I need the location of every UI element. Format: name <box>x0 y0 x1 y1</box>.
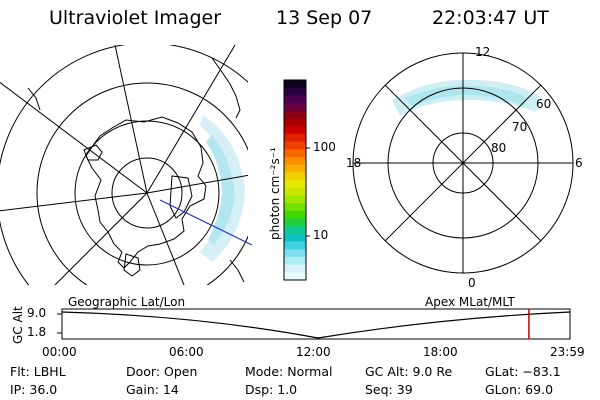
coastline-detail <box>83 144 103 161</box>
meridian-line <box>146 174 248 194</box>
meridian-line <box>146 192 185 285</box>
y-tick-label-high: 9.0 <box>27 306 47 320</box>
timeline-frame <box>61 308 571 340</box>
landmass-outline <box>229 259 245 283</box>
colorbar-stripe <box>284 87 306 96</box>
mlt-label-6: 6 <box>575 156 583 170</box>
landmass-outline <box>27 87 41 111</box>
colorbar-stripe <box>284 218 306 227</box>
x-tick-1800: 18:00 <box>423 345 458 359</box>
colorbar-stripe <box>284 126 306 135</box>
colorbar-stripe <box>284 272 306 281</box>
mlt-label-12: 12 <box>475 45 491 59</box>
seq-status: Seq: 39 <box>365 382 413 397</box>
colorbar-stripe <box>284 95 306 104</box>
meridian-line <box>0 81 148 194</box>
mlat-label-60: 60 <box>536 97 552 111</box>
ip-status: IP: 36.0 <box>10 382 58 397</box>
colorbar-stripe <box>284 118 306 127</box>
mlat-label-70: 70 <box>512 120 528 134</box>
coastline-detail <box>123 253 141 277</box>
altitude-curve <box>61 311 571 339</box>
gc-alt-status: GC Alt: 9.0 Re <box>365 364 453 379</box>
mlt-diagonal <box>384 84 542 242</box>
dsp-status: Dsp: 1.0 <box>245 382 298 397</box>
time-label: 22:03:47 UT <box>432 7 549 29</box>
colorbar-stripe <box>284 164 306 173</box>
colorbar-stripe <box>284 156 306 166</box>
antarctica-coastline <box>85 116 207 269</box>
colorbar-stripe <box>284 241 306 250</box>
mlat-label-80: 80 <box>491 141 507 155</box>
lat-circle <box>36 82 248 285</box>
landmass-outline <box>211 57 241 119</box>
colorbar-stripe <box>284 226 306 235</box>
meridian-line <box>114 45 148 194</box>
colorbar-stripe <box>284 103 306 112</box>
gain-status: Gain: 14 <box>126 382 179 397</box>
aurora-oval-core <box>405 85 528 106</box>
colorbar-stripe <box>284 249 306 258</box>
colorbar-tick-100: 100 <box>313 140 336 154</box>
colorbar-stripe <box>284 172 306 181</box>
date-label: 13 Sep 07 <box>276 7 373 29</box>
colorbar-stripe <box>284 264 306 273</box>
colorbar-stripe <box>284 187 306 196</box>
y-tick-label-low: 1.8 <box>27 325 47 339</box>
x-tick-2359: 23:59 <box>550 345 585 359</box>
x-tick-1200: 12:00 <box>296 345 331 359</box>
colorbar-frame <box>283 79 307 281</box>
colorbar-stripe <box>284 180 306 189</box>
meridian-line <box>54 192 148 285</box>
meridian-line <box>0 192 148 212</box>
satellite-track-line <box>159 199 253 246</box>
colorbar-stripe <box>284 256 306 266</box>
colorbar-stripe <box>284 195 306 204</box>
aurora-emission-core <box>206 135 235 245</box>
colorbar-stripe <box>284 141 306 150</box>
colorbar-stripe <box>284 233 306 243</box>
magnetic-map-caption: Apex MLat/MLT <box>425 295 515 309</box>
colorbar-stripe <box>284 133 306 143</box>
mlt-label-18: 18 <box>346 156 362 170</box>
colorbar-stripe <box>284 210 306 219</box>
timeline-axis-label: GC Alt <box>11 306 25 344</box>
instrument-title: Ultraviolet Imager <box>49 7 222 29</box>
mlt-label-0: 0 <box>468 276 476 290</box>
colorbar-stripe <box>284 203 306 212</box>
colorbar-stripe <box>284 149 306 158</box>
mode-status: Mode: Normal <box>245 364 333 379</box>
lat-circle <box>111 157 183 229</box>
colorbar-stripe <box>284 80 306 89</box>
filter-status: Flt: LBHL <box>10 364 66 379</box>
glat-status: GLat: −83.1 <box>485 364 561 379</box>
colorbar-tick-10: 10 <box>313 228 329 242</box>
x-tick-0000: 00:00 <box>42 345 77 359</box>
aurora-oval <box>392 79 540 116</box>
colorbar-stripe <box>284 110 306 119</box>
glon-status: GLon: 69.0 <box>485 382 554 397</box>
geographic-map-caption: Geographic Lat/Lon <box>68 295 186 309</box>
aurora-emission <box>200 115 245 262</box>
door-status: Door: Open <box>126 364 198 379</box>
x-tick-0600: 06:00 <box>169 345 204 359</box>
